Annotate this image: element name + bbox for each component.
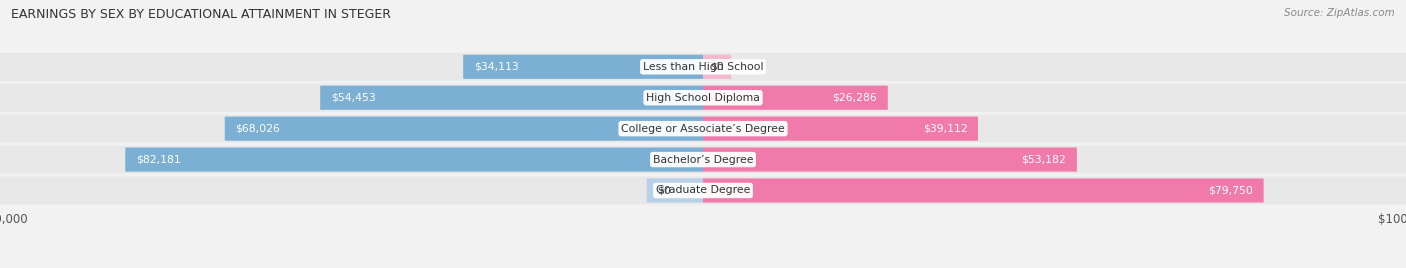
- Text: $0: $0: [710, 62, 724, 72]
- FancyBboxPatch shape: [0, 115, 1406, 143]
- Text: Graduate Degree: Graduate Degree: [655, 185, 751, 195]
- Text: High School Diploma: High School Diploma: [647, 93, 759, 103]
- FancyBboxPatch shape: [703, 55, 731, 79]
- Text: $26,286: $26,286: [832, 93, 877, 103]
- FancyBboxPatch shape: [225, 117, 703, 141]
- FancyBboxPatch shape: [0, 84, 1406, 112]
- Text: $68,026: $68,026: [235, 124, 280, 134]
- Text: $79,750: $79,750: [1208, 185, 1253, 195]
- FancyBboxPatch shape: [703, 117, 979, 141]
- Text: Bachelor’s Degree: Bachelor’s Degree: [652, 155, 754, 165]
- FancyBboxPatch shape: [321, 86, 703, 110]
- Text: EARNINGS BY SEX BY EDUCATIONAL ATTAINMENT IN STEGER: EARNINGS BY SEX BY EDUCATIONAL ATTAINMEN…: [11, 8, 391, 21]
- FancyBboxPatch shape: [0, 146, 1406, 173]
- FancyBboxPatch shape: [0, 177, 1406, 204]
- Text: $82,181: $82,181: [136, 155, 180, 165]
- FancyBboxPatch shape: [703, 86, 887, 110]
- FancyBboxPatch shape: [0, 53, 1406, 81]
- FancyBboxPatch shape: [647, 178, 703, 203]
- Text: $0: $0: [657, 185, 671, 195]
- FancyBboxPatch shape: [703, 147, 1077, 172]
- Text: $54,453: $54,453: [330, 93, 375, 103]
- Text: $53,182: $53,182: [1022, 155, 1066, 165]
- FancyBboxPatch shape: [463, 55, 703, 79]
- Text: $39,112: $39,112: [922, 124, 967, 134]
- FancyBboxPatch shape: [125, 147, 703, 172]
- Text: $34,113: $34,113: [474, 62, 519, 72]
- Legend: Male, Female: Male, Female: [638, 264, 768, 268]
- FancyBboxPatch shape: [703, 178, 1264, 203]
- Text: Source: ZipAtlas.com: Source: ZipAtlas.com: [1284, 8, 1395, 18]
- Text: College or Associate’s Degree: College or Associate’s Degree: [621, 124, 785, 134]
- Text: Less than High School: Less than High School: [643, 62, 763, 72]
